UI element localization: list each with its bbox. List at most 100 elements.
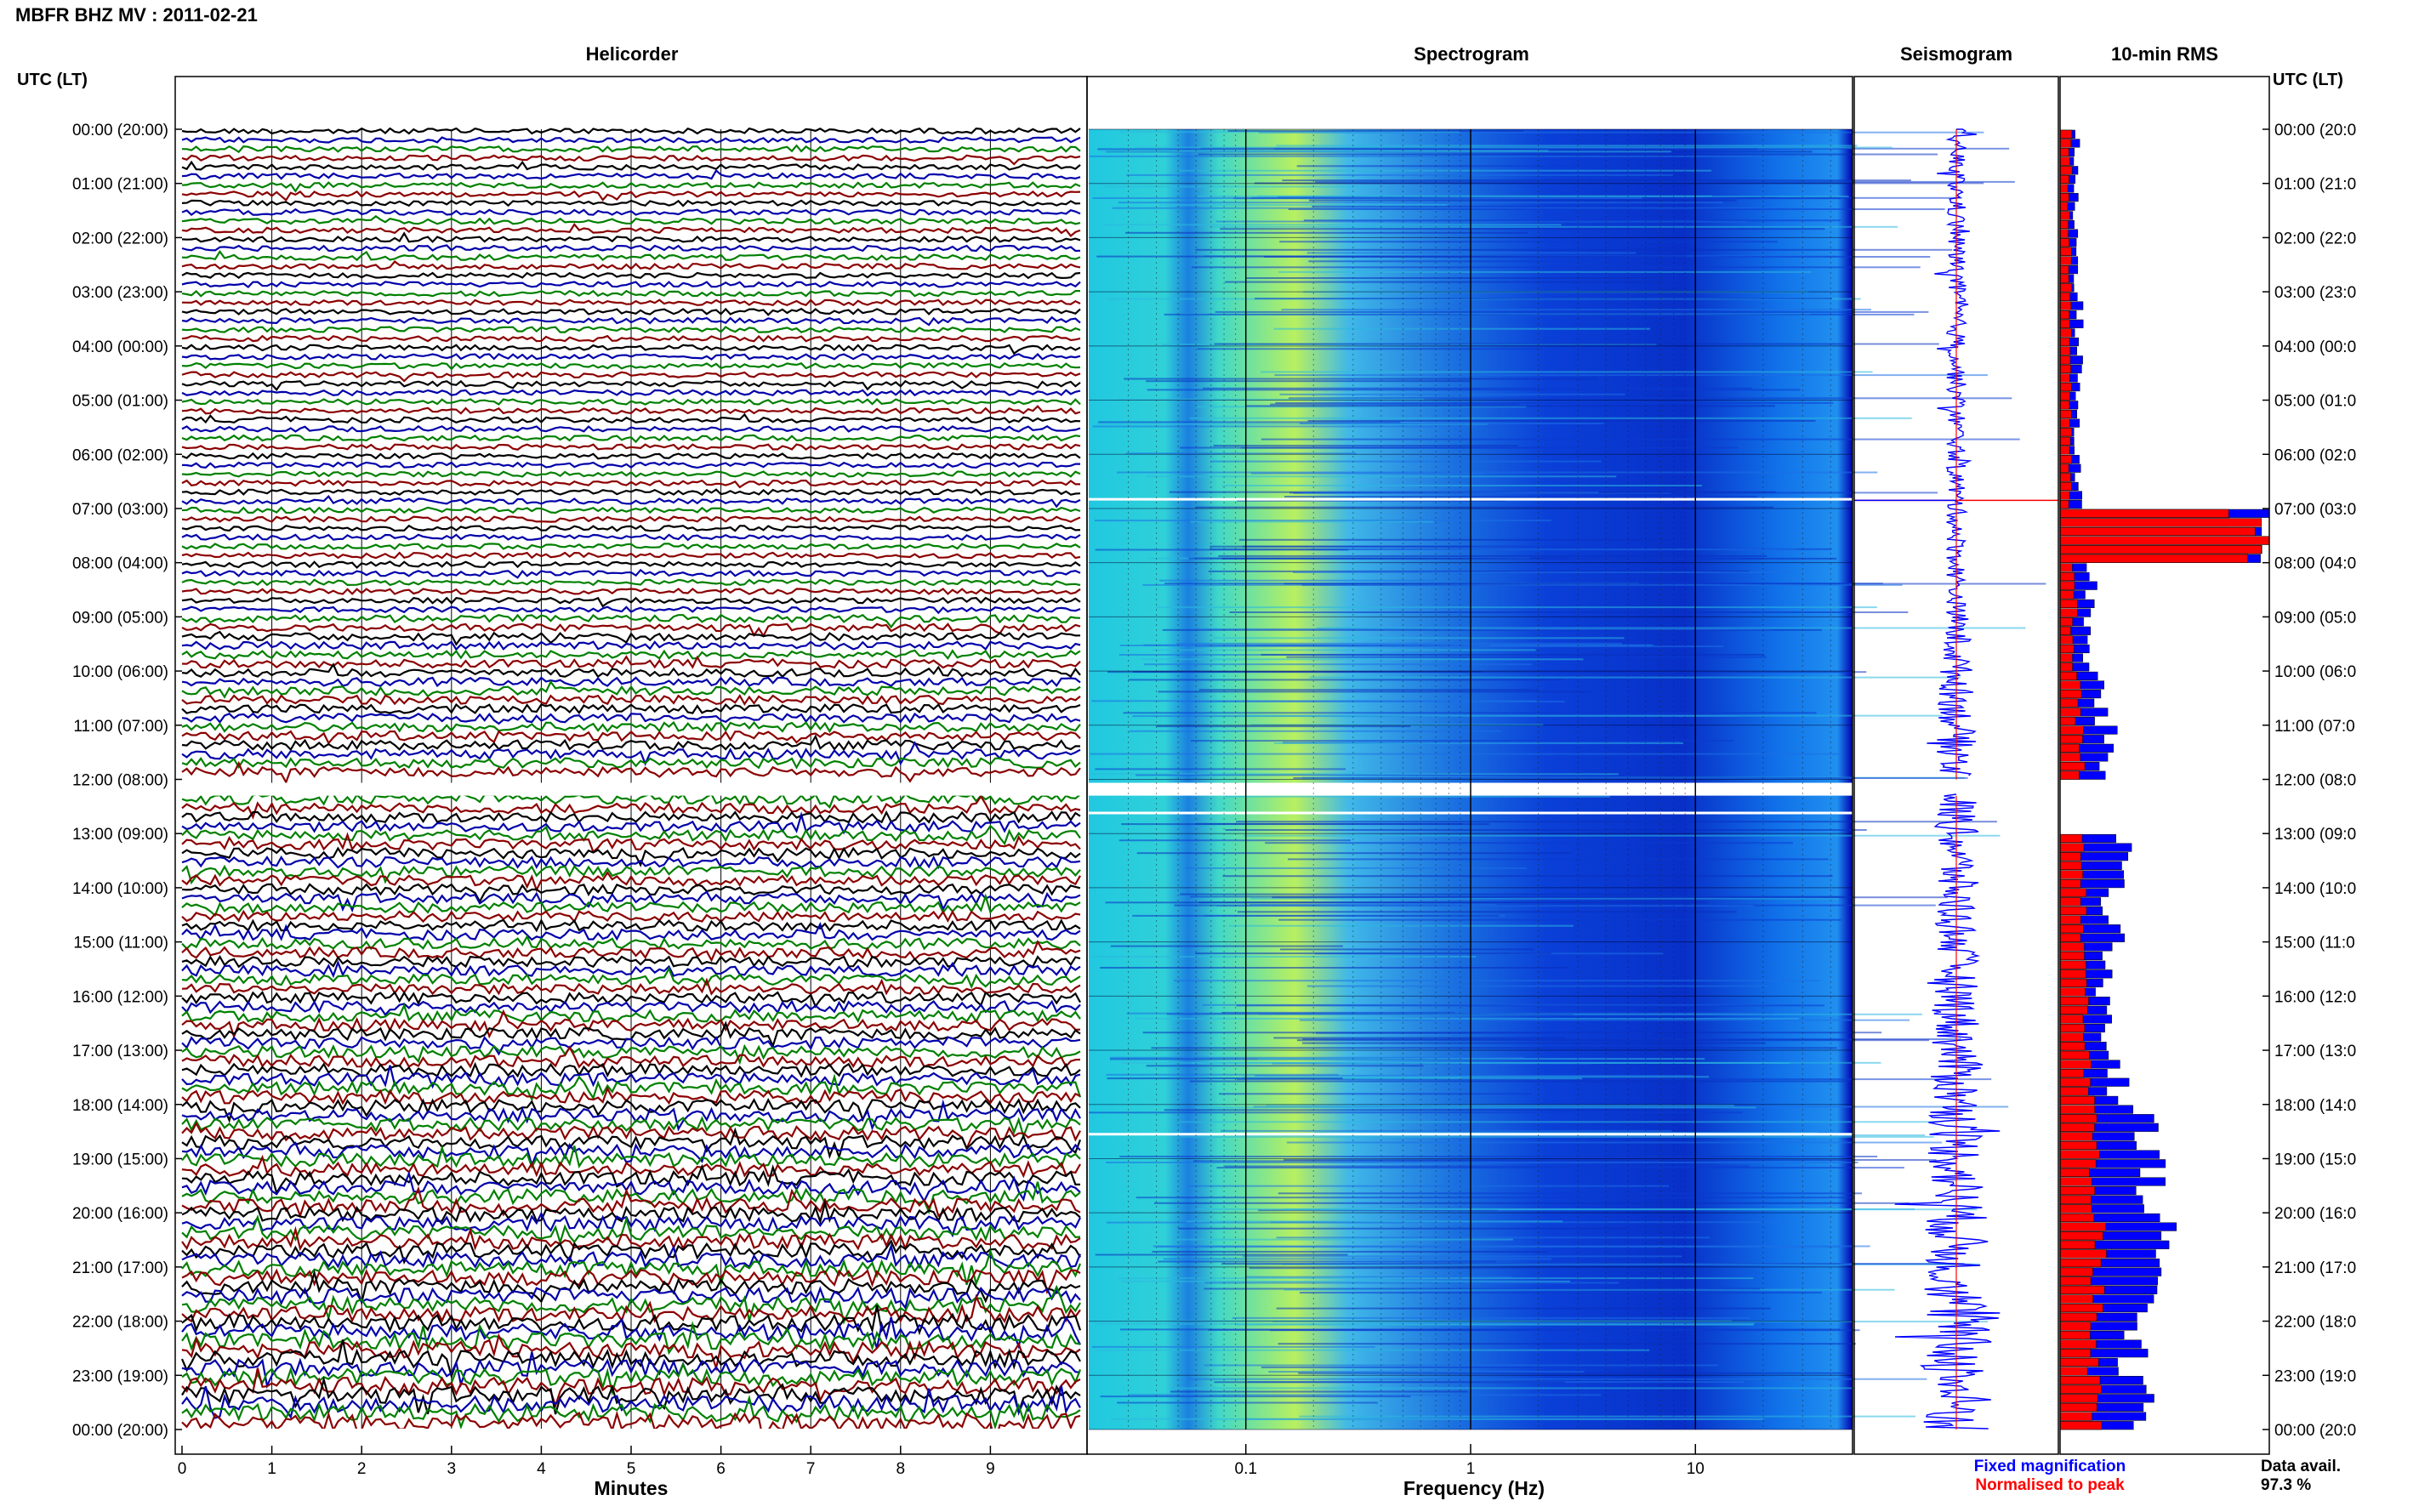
spectrogram-stripe [1246, 277, 1654, 279]
spectrogram-stripe [1293, 777, 1968, 779]
spectrogram-stripe [1135, 146, 1893, 149]
time-label-right: 23:00 (19:0 [2274, 1367, 2356, 1385]
right-time-axis-label: UTC (LT) [2273, 71, 2343, 89]
spectrogram-stripe [1174, 980, 1821, 982]
time-label-right: 04:00 (00:0 [2274, 338, 2356, 356]
helicorder-trace [181, 676, 1081, 688]
rms-bar-normalised [2059, 1267, 2093, 1276]
helicorder-trace [181, 353, 1081, 361]
spectrogram-stripe [1276, 1307, 1771, 1310]
rms-bar-normalised [2059, 536, 2270, 545]
rms-bar-normalised [2059, 1285, 2105, 1294]
helicorder-trace [181, 128, 1081, 135]
frequency-tick-label: 0.1 [1235, 1460, 1257, 1478]
spectrogram-stripe [1208, 570, 1750, 572]
helicorder-trace [180, 1339, 1081, 1380]
rms-bar-normalised [2059, 1294, 2093, 1304]
helicorder-trace [181, 379, 1081, 392]
spectrogram-stripe [1189, 417, 1912, 419]
helicorder-trace [181, 999, 1081, 1016]
rms-bar-normalised [2059, 852, 2081, 861]
rms-bar-normalised [2059, 455, 2072, 464]
helicorder-trace [181, 966, 1081, 990]
spectrogram-stripe [1117, 1401, 1378, 1404]
spectrogram-stripe [1278, 270, 1812, 273]
rms-bar-normalised [2059, 491, 2070, 500]
helicorder-trace [181, 506, 1081, 514]
spectrogram-stripe [1218, 554, 1767, 557]
helicorder-trace [181, 190, 1081, 202]
spectrogram-stripe [1213, 445, 1519, 447]
spectrogram-stripe [1279, 393, 1625, 395]
rms-bar-normalised [2059, 969, 2086, 979]
helicorder-trace [181, 1225, 1081, 1252]
spectrogram-stripe [1098, 151, 1671, 153]
rms-bar-normalised [2059, 247, 2072, 256]
spectrogram-stripe [1274, 374, 1988, 377]
rms-bar-normalised [2059, 383, 2072, 392]
spectrogram-stripe [1151, 649, 1536, 651]
panel-frames [174, 76, 2270, 1455]
helicorder-trace [181, 977, 1081, 996]
spectrogram-stripe [1272, 1321, 1989, 1323]
rms-bar-normalised [2059, 915, 2081, 924]
rms-bar-normalised [2059, 635, 2074, 645]
helicorder-trace [181, 871, 1081, 893]
rms-bar-normalised [2059, 735, 2083, 744]
spectrogram-stripe [1144, 663, 1532, 666]
helicorder-trace [181, 168, 1081, 180]
time-label-right: 10:00 (06:0 [2274, 663, 2356, 681]
time-label-left: 12:00 (08:00) [72, 772, 168, 790]
time-label-left: 08:00 (04:00) [72, 555, 168, 573]
time-label-right: 20:00 (16:0 [2274, 1205, 2356, 1223]
spectrogram-stripe [1243, 834, 2001, 837]
helicorder-trace [181, 214, 1081, 225]
spectrogram-stripe [1204, 1287, 1761, 1290]
rms-bar-normalised [2059, 1186, 2096, 1196]
spectrogram-stripe [1208, 1328, 1644, 1331]
spectrogram-stripe [1250, 897, 1839, 900]
helicorder-trace [181, 479, 1080, 489]
helicorder-trace [181, 1367, 1081, 1409]
helicorder-trace [181, 991, 1081, 1009]
spectrogram-stripe [1276, 145, 1858, 147]
rms-bar-normalised [2059, 1312, 2097, 1322]
time-label-left: 09:00 (05:00) [72, 609, 168, 627]
spectrogram-stripe [1128, 679, 1562, 681]
rms-bar-normalised [2059, 581, 2075, 590]
helicorder-title: Helicorder [586, 43, 679, 65]
rms-bar-normalised [2059, 725, 2084, 735]
spectrogram-stripe [1261, 653, 1765, 656]
spectrogram-stripe [1198, 901, 1708, 904]
rms-bar-normalised [2059, 933, 2081, 942]
rms-bar-normalised [2059, 1213, 2095, 1223]
rms-bar-normalised [2059, 310, 2069, 320]
spectrogram-panel [1089, 128, 2046, 1430]
helicorder-trace [181, 412, 1081, 424]
time-label-right: 05:00 (01:0 [2274, 393, 2356, 411]
spectrogram-stripe [1096, 423, 1488, 425]
helicorder-trace [181, 1214, 1081, 1246]
spectrogram-stripe [1261, 438, 2020, 441]
spectrogram-stripe [1180, 893, 1643, 895]
helicorder-trace [181, 846, 1081, 867]
spectrogram-stripe [1214, 1381, 1565, 1384]
helicorder-trace [181, 1045, 1081, 1069]
rms-bar-normalised [2059, 1177, 2092, 1186]
spectrogram-stripe [1176, 642, 1623, 645]
rms-bar-normalised [2059, 481, 2072, 491]
time-label-left: 00:00 (20:00) [72, 122, 168, 139]
rms-bar-normalised [2059, 129, 2073, 139]
rms-bar-normalised [2059, 924, 2084, 934]
spectrogram-stripe [1292, 571, 1791, 573]
rms-bar-normalised [2059, 1394, 2098, 1403]
helicorder-trace [181, 1394, 1081, 1429]
spectrogram-stripe [1255, 298, 1832, 300]
time-label-left: 11:00 (07:00) [73, 718, 168, 736]
spectrogram-stripe [1188, 1185, 1669, 1187]
helicorder-trace [181, 1163, 1080, 1196]
spectrogram-stripe [1300, 492, 1599, 494]
spectrogram-stripe [1286, 656, 1767, 658]
helicorder-trace [181, 720, 1081, 734]
helicorder-trace [181, 405, 1081, 415]
